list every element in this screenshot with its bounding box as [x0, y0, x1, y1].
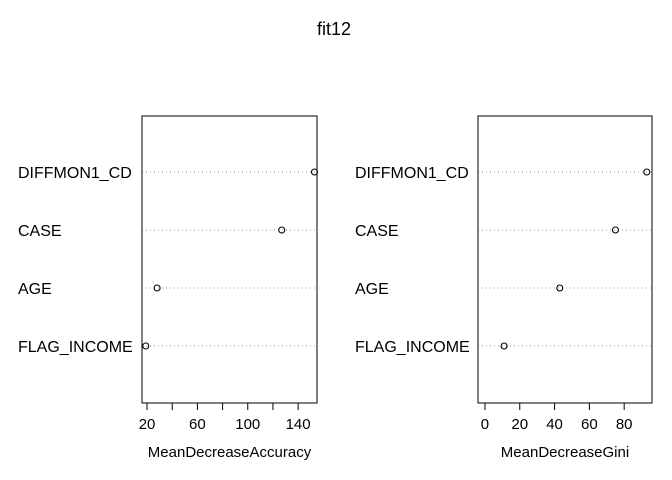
x-tick-label: 80	[616, 416, 633, 433]
panel-1: DIFFMON1_CD CASE AGE FLAG_INCOME 0 20 40 60 80 Me…	[355, 115, 653, 461]
data-point	[500, 342, 508, 350]
x-tick-label: 60	[581, 416, 598, 433]
category-label: CASE	[18, 223, 62, 240]
category-label: DIFFMON1_CD	[18, 165, 132, 182]
data-point	[142, 342, 150, 350]
x-tick-label: 60	[189, 416, 206, 433]
x-tick-label: 140	[286, 416, 311, 433]
category-label: AGE	[355, 281, 389, 298]
x-axis-label: MeanDecreaseGini	[501, 444, 629, 461]
x-tick-label: 40	[546, 416, 563, 433]
category-label: DIFFMON1_CD	[355, 165, 469, 182]
data-point	[611, 226, 620, 234]
data-point	[278, 226, 286, 234]
x-tick-label: 20	[511, 416, 528, 433]
plot-frame	[141, 115, 318, 404]
data-point	[643, 168, 651, 176]
x-axis-label: MeanDecreaseAccuracy	[148, 444, 312, 461]
x-tick-label: 0	[481, 416, 489, 433]
chart-title: fit12	[317, 19, 351, 39]
plot-frame	[477, 115, 653, 404]
data-point	[153, 284, 161, 292]
category-label: AGE	[18, 281, 52, 298]
x-tick-label: 20	[139, 416, 156, 433]
category-label: FLAG_INCOME	[355, 339, 470, 356]
category-label: CASE	[355, 223, 399, 240]
category-label: FLAG_INCOME	[18, 339, 133, 356]
x-tick-label: 100	[235, 416, 260, 433]
panel-0: DIFFMON1_CD CASE AGE FLAG_INCOME 20 60 100 140 M…	[18, 115, 319, 461]
data-point	[310, 168, 319, 176]
data-point	[556, 284, 564, 292]
